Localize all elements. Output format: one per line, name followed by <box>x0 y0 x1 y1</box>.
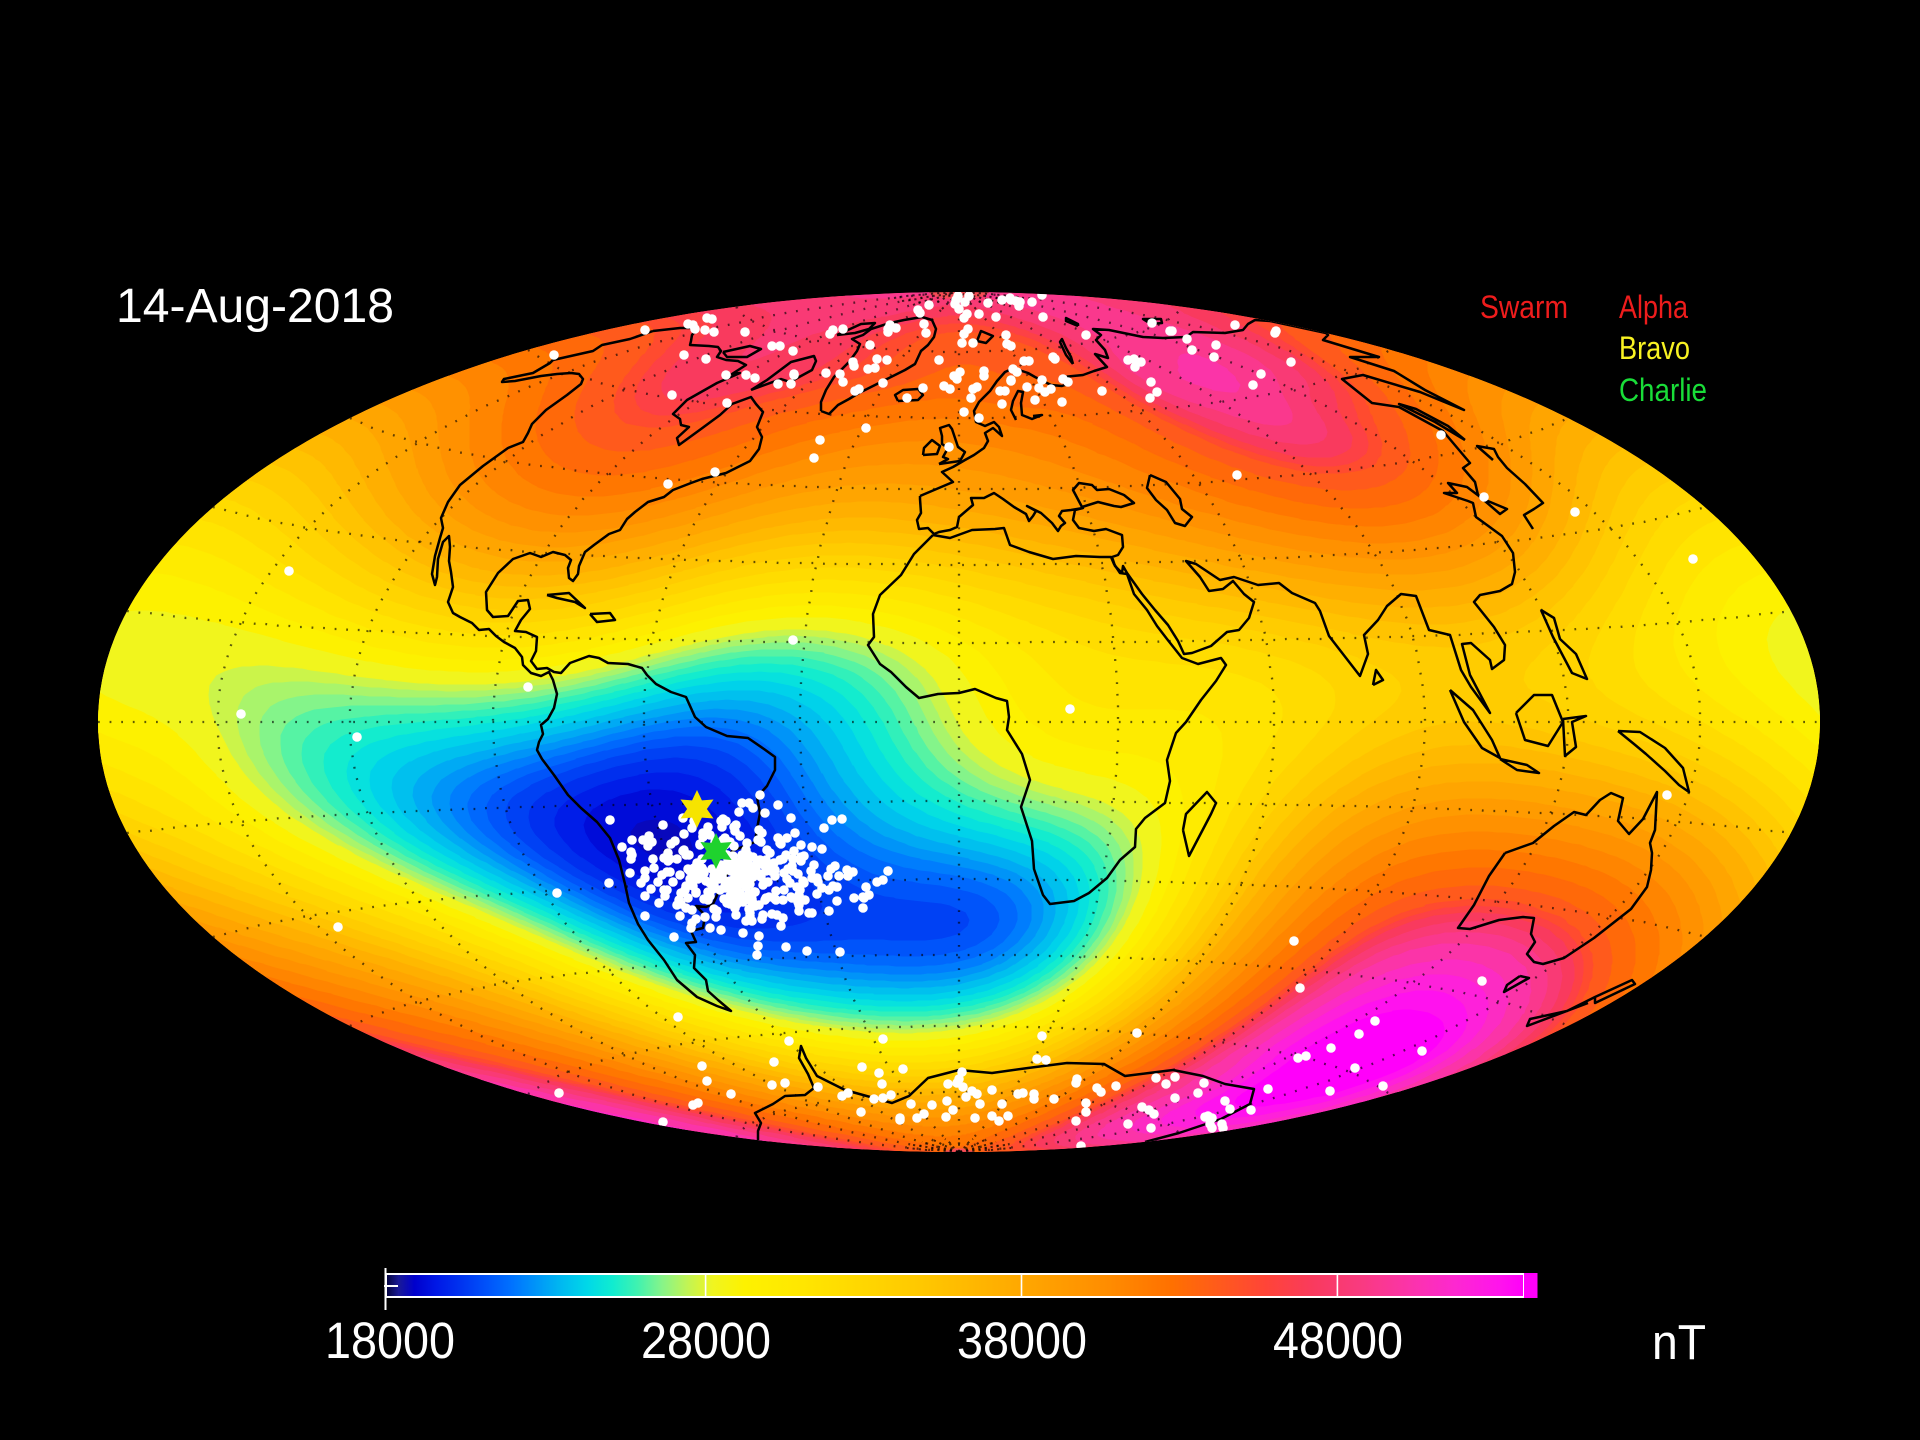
svg-text:14-Aug-2018: 14-Aug-2018 <box>116 280 394 333</box>
svg-text:28000: 28000 <box>641 1312 771 1369</box>
svg-text:Alpha: Alpha <box>1619 289 1688 325</box>
svg-text:Bravo: Bravo <box>1619 330 1690 366</box>
svg-text:Swarm: Swarm <box>1480 289 1568 325</box>
svg-text:38000: 38000 <box>957 1312 1087 1369</box>
svg-text:48000: 48000 <box>1273 1312 1403 1369</box>
svg-text:18000: 18000 <box>325 1312 455 1369</box>
svg-text:nT: nT <box>1652 1316 1706 1370</box>
svg-text:Charlie: Charlie <box>1619 372 1707 408</box>
